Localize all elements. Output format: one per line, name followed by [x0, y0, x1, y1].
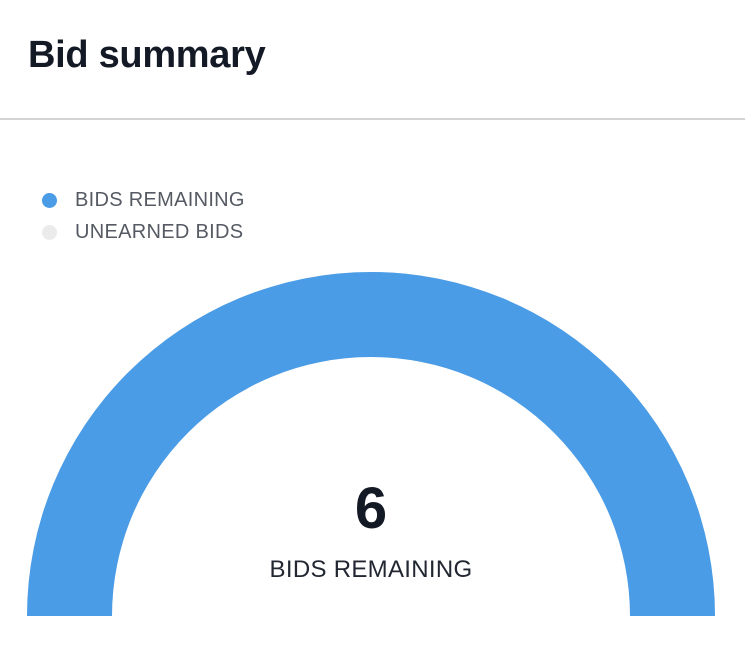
legend-item-bids-remaining: BIDS REMAINING — [42, 184, 245, 216]
legend-dot-icon — [42, 192, 57, 208]
legend-item-unearned-bids: UNEARNED BIDS — [42, 216, 245, 248]
chart-legend: BIDS REMAINING UNEARNED BIDS — [42, 184, 245, 248]
legend-label: BIDS REMAINING — [75, 188, 245, 211]
card-header: Bid summary — [0, 0, 745, 120]
bids-remaining-value: 6 — [354, 476, 388, 541]
legend-label: UNEARNED BIDS — [75, 220, 244, 243]
gauge-fill — [27, 272, 715, 616]
page-title: Bid summary — [28, 34, 266, 76]
legend-dot-icon — [42, 224, 57, 240]
bids-remaining-label: BIDS REMAINING — [269, 556, 473, 583]
